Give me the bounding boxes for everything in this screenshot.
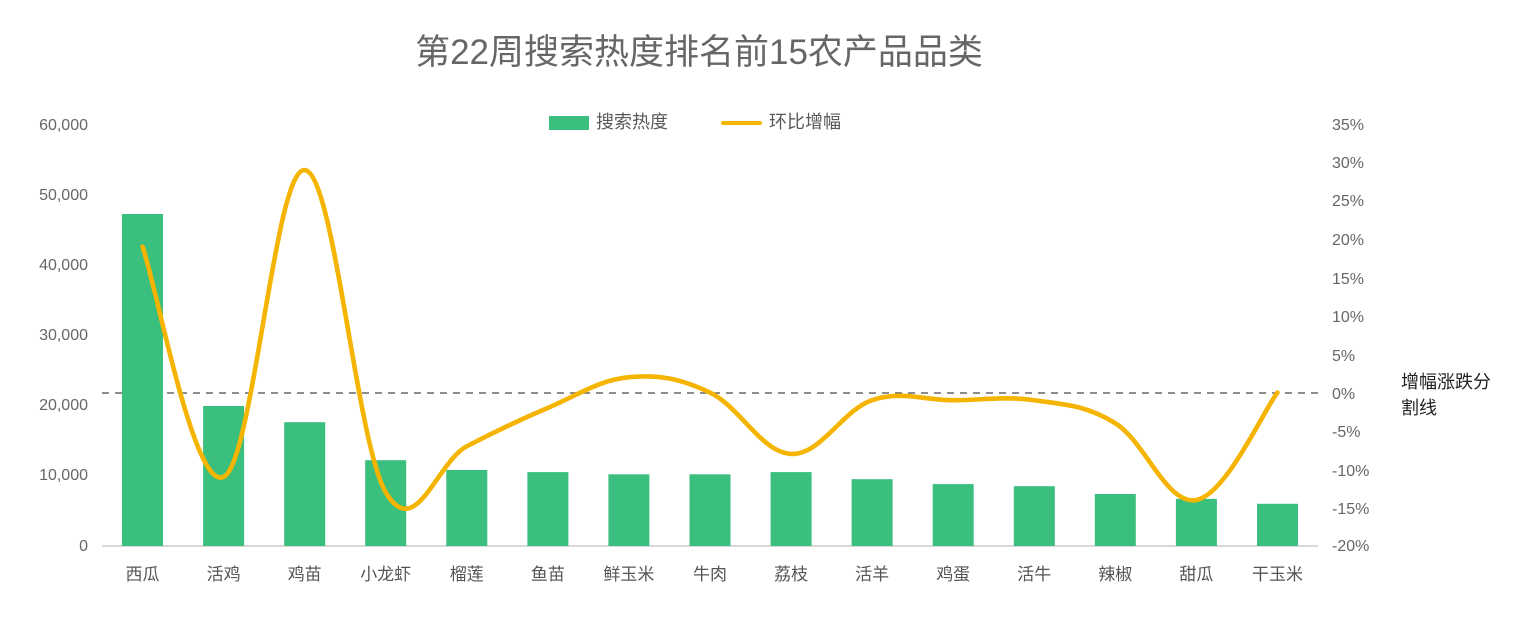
svg-text:-15%: -15%	[1332, 501, 1369, 518]
svg-text:-20%: -20%	[1332, 538, 1369, 555]
svg-text:鲜玉米: 鲜玉米	[603, 565, 654, 584]
svg-text:榴莲: 榴莲	[450, 565, 484, 584]
svg-text:辣椒: 辣椒	[1098, 565, 1132, 584]
svg-text:鱼苗: 鱼苗	[531, 565, 565, 584]
svg-text:40,000: 40,000	[39, 257, 88, 274]
svg-text:50,000: 50,000	[39, 187, 88, 204]
svg-text:-5%: -5%	[1332, 424, 1360, 441]
svg-text:25%: 25%	[1332, 193, 1364, 210]
svg-text:-10%: -10%	[1332, 463, 1369, 480]
svg-text:0: 0	[79, 538, 88, 555]
svg-text:增幅涨跌分: 增幅涨跌分	[1401, 372, 1491, 392]
svg-text:10,000: 10,000	[39, 467, 88, 484]
svg-text:30%: 30%	[1332, 155, 1364, 172]
svg-text:20%: 20%	[1332, 232, 1364, 249]
svg-text:0%: 0%	[1332, 386, 1355, 403]
svg-text:西瓜: 西瓜	[126, 565, 160, 584]
svg-text:活羊: 活羊	[855, 565, 889, 584]
svg-text:20,000: 20,000	[39, 397, 88, 414]
svg-text:活牛: 活牛	[1017, 565, 1051, 584]
svg-text:鸡蛋: 鸡蛋	[936, 565, 970, 584]
svg-text:60,000: 60,000	[39, 117, 88, 134]
svg-text:干玉米: 干玉米	[1252, 565, 1303, 584]
svg-text:活鸡: 活鸡	[207, 565, 241, 584]
svg-text:割线: 割线	[1401, 398, 1437, 418]
svg-text:15%: 15%	[1332, 271, 1364, 288]
svg-text:小龙虾: 小龙虾	[360, 565, 411, 584]
svg-text:35%: 35%	[1332, 117, 1364, 134]
svg-text:鸡苗: 鸡苗	[288, 565, 322, 584]
svg-text:30,000: 30,000	[39, 327, 88, 344]
svg-text:荔枝: 荔枝	[774, 565, 808, 584]
svg-text:牛肉: 牛肉	[693, 565, 727, 584]
svg-text:10%: 10%	[1332, 309, 1364, 326]
svg-text:甜瓜: 甜瓜	[1179, 565, 1213, 584]
svg-text:5%: 5%	[1332, 348, 1355, 365]
